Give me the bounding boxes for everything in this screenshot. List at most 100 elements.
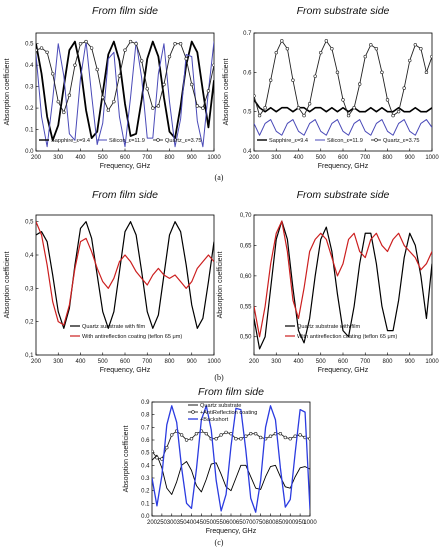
x-axis-label: Frequency, GHz <box>206 528 257 535</box>
data-point <box>330 47 334 51</box>
data-point <box>324 39 329 43</box>
x-tick-label: 250 <box>157 520 168 526</box>
x-tick-label: 1000 <box>425 359 439 365</box>
legend-label: With antireflection coating (teflon 65 μ… <box>297 334 397 340</box>
data-point <box>254 94 256 98</box>
x-tick-label: 300 <box>271 359 282 365</box>
data-point <box>89 46 94 50</box>
data-point <box>357 82 362 86</box>
y-tick-label: 0.2 <box>25 106 34 112</box>
data-point <box>128 39 133 44</box>
data-point <box>36 48 38 52</box>
data-point <box>162 82 166 87</box>
y-tick-label: 0.9 <box>141 400 150 406</box>
data-point <box>84 39 88 44</box>
x-axis-label: Frequency, GHz <box>318 163 369 170</box>
data-point <box>291 78 295 82</box>
y-tick-label: 0.6 <box>141 438 150 444</box>
data-point <box>430 54 432 59</box>
x-tick-label: 1000 <box>207 155 221 161</box>
x-tick-label: 350 <box>177 520 188 526</box>
x-tick-label: 300 <box>53 155 64 161</box>
y-tick-label: 0.2 <box>141 489 150 495</box>
x-tick-label: 800 <box>382 155 393 161</box>
data-point <box>268 78 273 82</box>
data-point <box>257 113 262 118</box>
y-tick-label: 0.7 <box>141 425 150 431</box>
x-tick-label: 400 <box>75 155 86 161</box>
panel-a-film-side: From film side 200 300 400 500 600 700 800 900 10… <box>4 5 221 170</box>
data-point <box>201 106 205 110</box>
data-point <box>95 67 99 72</box>
chart-title: From film side <box>92 5 158 17</box>
series-group <box>36 39 214 148</box>
series-line-2 <box>152 405 310 513</box>
data-point <box>335 70 340 75</box>
y-tick-label: 0,5 <box>25 220 34 226</box>
data-point <box>106 108 111 112</box>
series-group <box>152 405 310 513</box>
series-group <box>254 39 432 136</box>
chart-title: From substrate side <box>297 189 390 201</box>
series-line-1 <box>36 221 214 326</box>
legend-label: With antireflection coating (teflon 65 μ… <box>82 334 182 340</box>
data-point <box>151 106 155 110</box>
x-tick-label: 200 <box>249 359 260 365</box>
legend-label: Quartz substrate <box>200 403 241 409</box>
x-axis-label: Frequency, GHz <box>100 163 151 170</box>
x-tick-label: 450 <box>196 520 207 526</box>
data-point <box>170 433 174 437</box>
x-tick-label: 700 <box>360 359 371 365</box>
series-line-1 <box>254 220 432 338</box>
data-point <box>152 449 154 454</box>
x-tick-label: 700 <box>142 359 153 365</box>
legend-label: +AntiReflection coating <box>200 410 257 416</box>
y-tick-label: 0.3 <box>25 85 34 91</box>
panel-a-substrate-side: From substrate side 200 300 400 500 600 700 800… <box>223 5 439 170</box>
x-tick-label: 700 <box>142 155 153 161</box>
series-line-0 <box>36 221 214 329</box>
data-point <box>239 437 243 441</box>
data-point <box>173 42 177 46</box>
data-point <box>56 99 60 104</box>
legend-marker <box>191 410 195 414</box>
data-point <box>178 42 183 46</box>
x-tick-label: 650 <box>236 520 247 526</box>
data-point <box>346 113 351 118</box>
series-line-0 <box>254 220 432 350</box>
data-point <box>155 456 159 460</box>
data-point <box>101 95 105 100</box>
panel-b-film-side: From film side 200 300 400 500 600 700 800 900 10… <box>4 189 221 374</box>
x-tick-label: 700 <box>246 520 257 526</box>
x-tick-label: 750 <box>256 520 267 526</box>
y-tick-label: 0,2 <box>25 320 34 326</box>
data-point <box>214 437 218 441</box>
data-point <box>179 433 184 437</box>
y-tick-label: 0.4 <box>243 149 252 155</box>
data-point <box>184 438 189 442</box>
legend: Sapphire_ε=9.4 Silicon_ε=11.9 Quartz_ε=3.7… <box>257 138 420 144</box>
y-axis-label: Absorption coefficient <box>223 59 230 126</box>
y-axis-label: Absorption coefficient <box>123 426 130 493</box>
x-tick-label: 200 <box>147 520 158 526</box>
x-tick-label: 400 <box>293 155 304 161</box>
legend-label: Quartz substrate with film <box>82 324 145 330</box>
series-line-1 <box>254 119 432 136</box>
data-point <box>313 74 317 78</box>
x-tick-label: 900 <box>405 359 416 365</box>
x-tick-label: 900 <box>405 155 416 161</box>
data-point <box>380 70 384 75</box>
x-tick-label: 900 <box>285 520 296 526</box>
y-tick-label: 0.0 <box>141 514 150 520</box>
x-axis-label: Frequency, GHz <box>318 367 369 374</box>
data-point <box>184 57 188 61</box>
legend-label: +Backshort <box>200 417 229 423</box>
data-point <box>302 113 306 118</box>
data-point <box>219 433 223 437</box>
data-point <box>39 46 44 50</box>
data-point <box>195 104 200 108</box>
y-tick-label: 0,3 <box>25 286 34 292</box>
x-tick-label: 800 <box>265 520 276 526</box>
data-point <box>280 39 284 43</box>
y-tick-label: 0.1 <box>25 128 34 134</box>
